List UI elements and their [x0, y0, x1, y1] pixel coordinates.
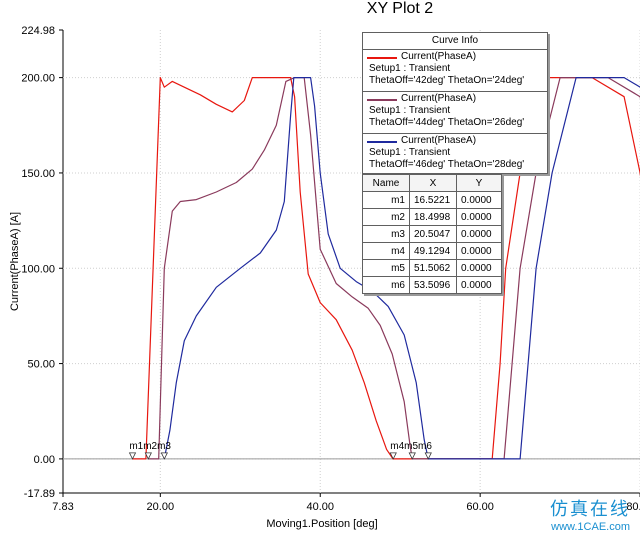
y-tick-label: 224.98	[21, 25, 55, 37]
marker-x: 51.5062	[409, 259, 457, 277]
marker-x: 49.1294	[409, 242, 457, 260]
y-tick-label: 200.00	[21, 73, 55, 85]
legend-params-2: ThetaOff='44deg' ThetaOn='26deg'	[369, 117, 525, 128]
legend-setup-3: Setup1 : Transient	[369, 147, 451, 158]
y-tick-label: 0.00	[34, 454, 55, 466]
marker-y: 0.0000	[456, 242, 502, 260]
table-row[interactable]: m6 53.5096 0.0000	[362, 276, 502, 294]
chart-title: XY Plot 2	[366, 0, 434, 17]
curve-info-legend[interactable]: Curve Info Current(PhaseA) Setup1 : Tran…	[362, 32, 548, 174]
series-line-3	[163, 76, 640, 460]
marker-name: m6	[362, 276, 410, 294]
table-row[interactable]: m1 16.5221 0.0000	[362, 191, 502, 209]
col-header-name: Name	[362, 174, 410, 192]
marker-y: 0.0000	[456, 191, 502, 209]
marker-y: 0.0000	[456, 259, 502, 277]
table-row[interactable]: m3 20.5047 0.0000	[362, 225, 502, 243]
x-tick-label: 60.00	[466, 501, 494, 513]
marker-group-label-2: m4m5m6	[390, 441, 432, 452]
legend-swatch-3	[367, 141, 397, 143]
watermark-logo-text: 仿真在线	[550, 499, 630, 520]
marker-name: m1	[362, 191, 410, 209]
marker-x: 53.5096	[409, 276, 457, 294]
table-row[interactable]: m2 18.4998 0.0000	[362, 208, 502, 226]
x-tick-label: 40.00	[306, 501, 334, 513]
marker-y: 0.0000	[456, 276, 502, 294]
legend-series-name-3: Current(PhaseA)	[401, 135, 477, 146]
legend-params-3: ThetaOff='46deg' ThetaOn='28deg'	[369, 159, 525, 170]
series-line-1	[132, 76, 640, 460]
legend-swatch-1	[367, 57, 397, 59]
legend-params-1: ThetaOff='42deg' ThetaOn='24deg'	[369, 75, 525, 86]
marker-name: m4	[362, 242, 410, 260]
marker-name: m5	[362, 259, 410, 277]
x-tick-label: 7.83	[52, 501, 73, 513]
watermark: 仿真在线 www.1CAE.com	[550, 495, 630, 533]
legend-setup-1: Setup1 : Transient	[369, 63, 451, 74]
y-axis-label: Current(PhaseA) [A]	[9, 212, 21, 311]
marker-m3	[160, 452, 168, 460]
marker-group-label-1: m1m2m3	[129, 441, 171, 452]
table-row[interactable]: m4 49.1294 0.0000	[362, 242, 502, 260]
series-line-2	[148, 76, 640, 460]
y-tick-label: 150.00	[21, 168, 55, 180]
table-row[interactable]: m5 51.5062 0.0000	[362, 259, 502, 277]
y-tick-label: 50.00	[27, 359, 55, 371]
legend-series-name-1: Current(PhaseA)	[401, 51, 477, 62]
legend-entry-1[interactable]: Current(PhaseA) Setup1 : Transient Theta…	[363, 50, 547, 92]
legend-entry-2[interactable]: Current(PhaseA) Setup1 : Transient Theta…	[363, 92, 547, 134]
marker-x: 20.5047	[409, 225, 457, 243]
marker-m4	[389, 452, 397, 460]
legend-series-name-2: Current(PhaseA)	[401, 93, 477, 104]
marker-m1	[128, 452, 137, 460]
marker-table-header: Name X Y	[362, 174, 502, 192]
marker-y: 0.0000	[456, 208, 502, 226]
marker-name: m3	[362, 225, 410, 243]
x-tick-label: 80.00	[626, 501, 640, 513]
legend-entry-3[interactable]: Current(PhaseA) Setup1 : Transient Theta…	[363, 134, 547, 175]
y-tick-label: 100.00	[21, 263, 55, 275]
marker-name: m2	[362, 208, 410, 226]
marker-x: 16.5221	[409, 191, 457, 209]
marker-m5	[408, 452, 416, 460]
x-axis-label: Moving1.Position [deg]	[266, 518, 377, 530]
marker-m6	[424, 452, 432, 460]
marker-x: 18.4998	[409, 208, 457, 226]
marker-table[interactable]: Name X Y m1 16.5221 0.0000 m2 18.4998 0.0000…	[362, 174, 502, 294]
x-tick-label: 20.00	[147, 501, 175, 513]
col-header-x: X	[409, 174, 457, 192]
marker-m2	[144, 452, 152, 460]
legend-swatch-2	[367, 99, 397, 101]
watermark-url: www.1CAE.com	[551, 521, 630, 533]
col-header-y: Y	[456, 174, 502, 192]
y-tick-label: -17.89	[24, 488, 55, 500]
legend-setup-2: Setup1 : Transient	[369, 105, 451, 116]
marker-y: 0.0000	[456, 225, 502, 243]
legend-title: Curve Info	[363, 33, 547, 50]
